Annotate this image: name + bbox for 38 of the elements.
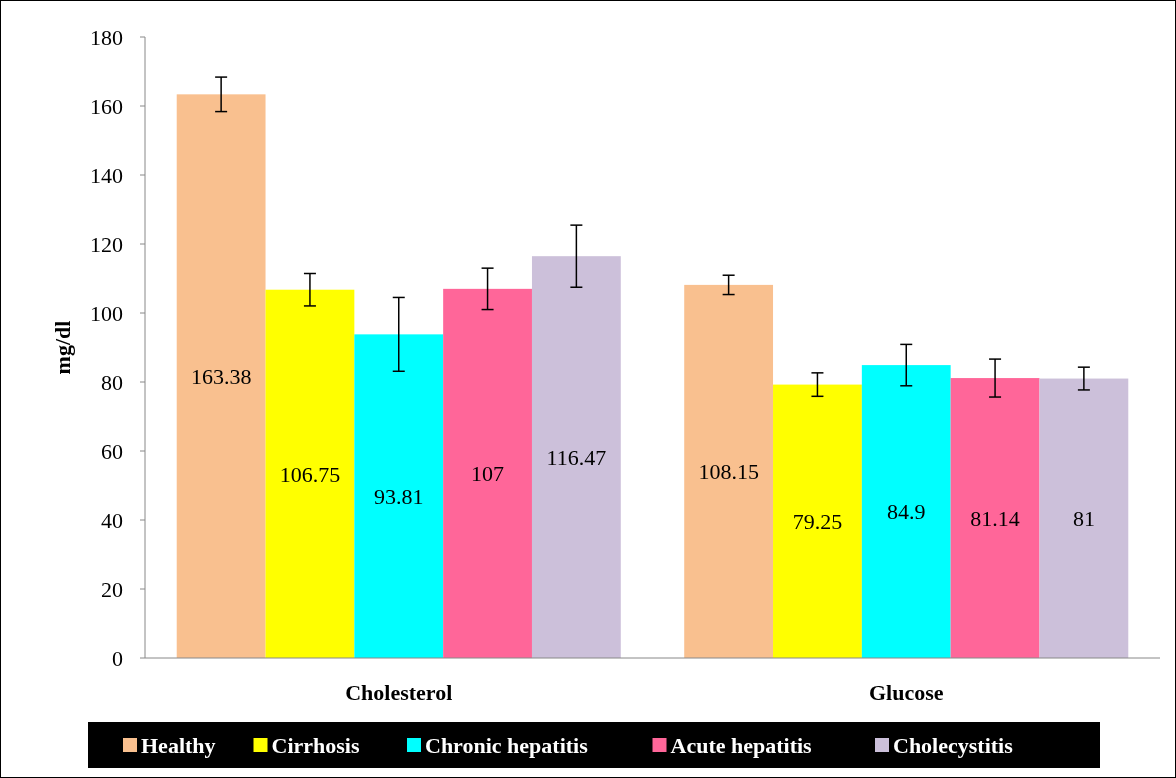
y-tick-label: 80 xyxy=(101,369,123,395)
y-tick-label: 140 xyxy=(90,162,123,188)
bar xyxy=(950,378,1040,658)
data-label: 81.14 xyxy=(970,505,1020,531)
data-label: 108.15 xyxy=(698,459,759,485)
legend-label: Cholecystitis xyxy=(893,732,1014,758)
data-label: 93.81 xyxy=(374,483,424,509)
bar xyxy=(1039,378,1129,658)
bar xyxy=(443,288,532,658)
y-tick-label: 20 xyxy=(101,576,123,602)
bar xyxy=(531,256,621,658)
legend-label: Cirrhosis xyxy=(271,732,360,758)
y-tick-label: 40 xyxy=(101,507,123,533)
data-label: 81 xyxy=(1072,505,1095,531)
y-tick-label: 100 xyxy=(90,300,123,326)
bar xyxy=(773,384,862,658)
y-tick-label: 180 xyxy=(90,24,123,50)
bar xyxy=(354,334,444,658)
bar xyxy=(176,94,266,658)
x-tick-label: Glucose xyxy=(868,679,944,705)
bar xyxy=(684,284,774,658)
legend-label: Healthy xyxy=(141,732,216,758)
legend-label: Chronic hepatitis xyxy=(425,732,589,758)
x-tick-label: Cholesterol xyxy=(345,679,453,705)
data-label: 163.38 xyxy=(190,363,252,389)
legend-label: Acute hepatitis xyxy=(670,732,813,758)
y-tick-label: 60 xyxy=(101,438,123,464)
y-tick-label: 120 xyxy=(90,231,123,257)
data-label: 107 xyxy=(471,461,505,487)
y-tick-label: 160 xyxy=(90,93,123,119)
y-tick-label: 0 xyxy=(112,645,123,671)
bar xyxy=(861,365,951,658)
data-label: 79.25 xyxy=(792,508,843,534)
bar xyxy=(265,289,355,658)
data-label: 84.9 xyxy=(887,499,926,525)
data-label: 116.47 xyxy=(546,444,607,470)
y-axis-title: mg/dl xyxy=(49,320,75,375)
data-label: 106.75 xyxy=(279,461,341,487)
